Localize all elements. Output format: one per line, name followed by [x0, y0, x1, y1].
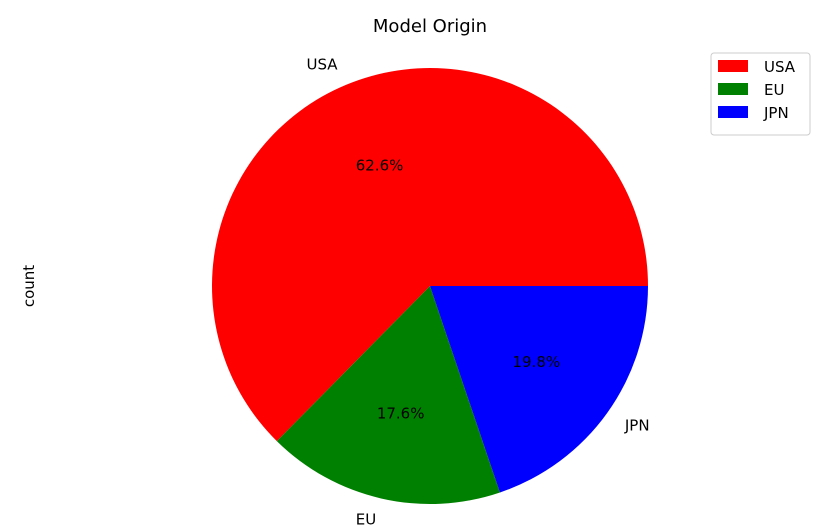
chart-title: Model Origin	[373, 16, 487, 37]
legend-label-usa: USA	[764, 58, 796, 76]
pie-slice-jpn	[430, 286, 648, 493]
slice-percent-eu: 17.6%	[377, 404, 425, 422]
slice-label-usa: USA	[306, 56, 338, 74]
pie-slice-usa	[211, 67, 649, 442]
slice-label-eu: EU	[356, 511, 376, 526]
slice-label-jpn: JPN	[624, 417, 650, 435]
legend-label-jpn: JPN	[763, 104, 789, 122]
legend: USA EU JPN	[710, 52, 811, 136]
legend-swatch-jpn	[718, 106, 748, 118]
pie-labels: USA 62.6% EU 17.6% JPN 19.8%	[306, 56, 649, 526]
pie-slices	[211, 67, 649, 505]
slice-percent-jpn: 19.8%	[512, 353, 560, 371]
y-axis-label: count	[20, 265, 38, 307]
slice-percent-usa: 62.6%	[356, 156, 404, 174]
pie-slice-eu	[276, 286, 500, 505]
legend-label-eu: EU	[764, 81, 784, 99]
legend-swatch-eu	[718, 83, 748, 95]
legend-swatch-usa	[718, 60, 748, 72]
